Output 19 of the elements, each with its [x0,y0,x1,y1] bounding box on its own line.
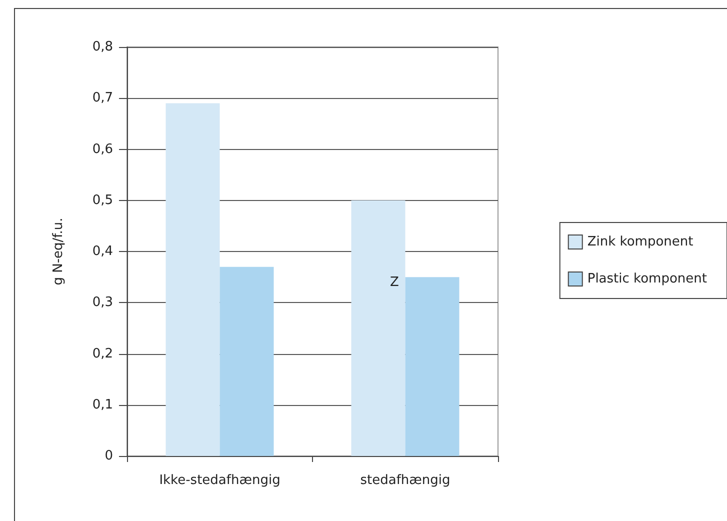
bar [405,277,460,456]
x-tick-label: Ikke-stedafhængig [159,473,280,488]
bar [351,200,406,456]
x-tick-label: stedafhængig [360,473,450,488]
y-tick-label: 0,6 [92,142,113,157]
y-tick-label: 0 [104,448,113,464]
bar [166,103,220,456]
legend-label: Zink komponent [587,234,694,250]
y-tick-label: 0,3 [92,295,113,310]
y-tick-label: 0,4 [92,244,113,259]
legend-label: Plastic komponent [587,272,707,286]
annotation: Z [390,275,399,290]
y-tick-label: 0,5 [92,192,113,208]
y-axis-title: g N-eq/f.u. [51,218,66,286]
y-tick-label: 0,1 [92,397,113,412]
y-tick-label: 0,7 [92,90,113,106]
bar [220,266,274,456]
y-tick-label: 0,2 [92,346,113,362]
y-tick-label: 0,8 [92,40,113,54]
